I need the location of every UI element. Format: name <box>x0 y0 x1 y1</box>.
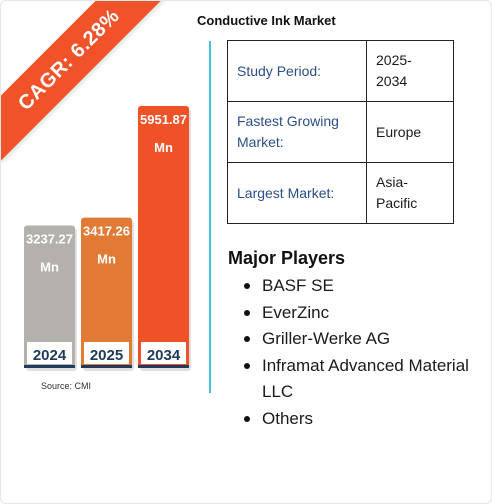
year-label-bg <box>141 342 186 364</box>
bar-year-label: 2034 <box>147 347 181 364</box>
bar-unit-label: Mn <box>40 259 59 274</box>
info-row: Largest Market: Asia- Pacific <box>227 162 454 224</box>
bar-baseline <box>24 365 75 368</box>
bar-value-label: 3237.27 <box>26 231 73 246</box>
player-item: Others <box>244 406 484 433</box>
source-note: Source: CMI <box>41 381 92 391</box>
bar <box>138 106 189 368</box>
info-value: 2025- 2034 <box>366 40 454 102</box>
bar-unit-label: Mn <box>154 140 173 155</box>
info-key: Study Period: <box>227 40 367 102</box>
bar-chart: 2024 3237.27 Mn 2025 3417.26 Mn 2034 5951.87 Mn <box>24 106 191 371</box>
player-item: Griller-Werke AG <box>244 326 484 353</box>
market-info-table: Study Period: 2025- 2034 Fastest Growing… <box>227 40 454 224</box>
info-row: Fastest Growing Market: Europe <box>227 101 454 163</box>
info-key: Largest Market: <box>227 162 367 224</box>
info-row: Study Period: 2025- 2034 <box>227 40 454 102</box>
info-value: Asia- Pacific <box>366 162 454 224</box>
bar-year-label: 2024 <box>33 347 67 364</box>
year-label-bg <box>27 342 72 364</box>
chart-title: Conductive Ink Market <box>197 13 336 28</box>
player-item: BASF SE <box>244 273 484 300</box>
bar-value-label: 3417.26 <box>83 224 130 239</box>
major-players-list: BASF SE EverZinc Griller-Werke AG Infram… <box>244 273 484 432</box>
vertical-divider <box>209 41 211 393</box>
info-value: Europe <box>366 101 454 163</box>
player-item: Inframat Advanced Material LLC <box>244 353 484 406</box>
bar-year-label: 2025 <box>90 347 123 364</box>
info-key: Fastest Growing Market: <box>227 101 367 163</box>
bar-unit-label: Mn <box>97 252 116 267</box>
major-players-title: Major Players <box>228 248 346 268</box>
bar <box>24 225 75 368</box>
year-label-bg <box>84 342 129 364</box>
bar <box>81 217 132 368</box>
player-item: EverZinc <box>244 300 484 327</box>
bar-baseline <box>81 365 132 368</box>
bar-baseline <box>138 365 189 368</box>
bar-value-label: 5951.87 <box>140 112 187 127</box>
